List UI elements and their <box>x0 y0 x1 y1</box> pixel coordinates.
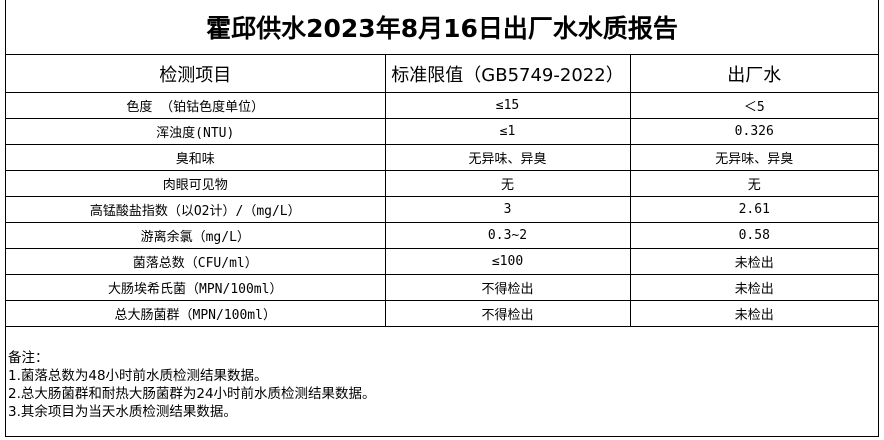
cell-standard-limit: 无异味、异臭 <box>384 144 631 171</box>
table-row: 臭和味 无异味、异臭 无异味、异臭 <box>6 144 878 171</box>
notes-label: 备注： <box>8 350 49 366</box>
cell-standard-limit: ≤15 <box>384 92 631 119</box>
note-item: 3.其余项目为当天水质检测结果数据。 <box>8 404 237 420</box>
cell-item: 高锰酸盐指数（以O2计）/（mg/L） <box>6 196 386 223</box>
cell-item: 菌落总数（CFU/ml） <box>6 248 386 275</box>
table-row: 大肠埃希氏菌（MPN/100ml） 不得检出 未检出 <box>6 274 878 301</box>
cell-standard-limit: 不得检出 <box>384 300 631 327</box>
cell-standard-limit: ≤100 <box>384 248 631 275</box>
table-row: 高锰酸盐指数（以O2计）/（mg/L） 3 2.61 <box>6 196 878 223</box>
cell-factory-water: 无异味、异臭 <box>629 144 878 171</box>
cell-factory-water: 2.61 <box>629 196 878 223</box>
header-standard-limit: 标准限值（GB5749-2022） <box>384 55 631 93</box>
header-factory-water: 出厂水 <box>629 55 878 93</box>
note-item: 2.总大肠菌群和耐热大肠菌群为24小时前水质检测结果数据。 <box>8 386 376 402</box>
cell-factory-water: 0.58 <box>629 222 878 249</box>
cell-item: 肉眼可见物 <box>6 170 386 197</box>
cell-standard-limit: ≤1 <box>384 118 631 145</box>
notes-section: 备注： 1.菌落总数为48小时前水质检测结果数据。 2.总大肠菌群和耐热大肠菌群… <box>6 327 878 421</box>
table-row: 菌落总数（CFU/ml） ≤100 未检出 <box>6 248 878 275</box>
cell-item: 大肠埃希氏菌（MPN/100ml） <box>6 274 386 301</box>
report-sheet: 霍邱供水2023年8月16日出厂水水质报告 检测项目 标准限值（GB5749-2… <box>5 0 879 437</box>
cell-standard-limit: 3 <box>384 196 631 223</box>
cell-item: 浑浊度(NTU) <box>6 118 386 145</box>
table-row: 游离余氯（mg/L） 0.3~2 0.58 <box>6 222 878 249</box>
cell-item: 总大肠菌群（MPN/100ml） <box>6 300 386 327</box>
cell-factory-water: ＜5 <box>629 92 878 119</box>
cell-standard-limit: 不得检出 <box>384 274 631 301</box>
cell-factory-water: 未检出 <box>629 300 878 327</box>
table-row: 色度 （铂钴色度单位） ≤15 ＜5 <box>6 92 878 119</box>
cell-item: 色度 （铂钴色度单位） <box>6 92 386 119</box>
cell-standard-limit: 无 <box>384 170 631 197</box>
report-title: 霍邱供水2023年8月16日出厂水水质报告 <box>6 0 878 55</box>
table-row: 浑浊度(NTU) ≤1 0.326 <box>6 118 878 145</box>
cell-item: 臭和味 <box>6 144 386 171</box>
header-item: 检测项目 <box>6 55 386 93</box>
note-item: 1.菌落总数为48小时前水质检测结果数据。 <box>8 368 268 384</box>
table-header-row: 检测项目 标准限值（GB5749-2022） 出厂水 <box>6 55 878 93</box>
cell-factory-water: 无 <box>629 170 878 197</box>
cell-item: 游离余氯（mg/L） <box>6 222 386 249</box>
table-row: 总大肠菌群（MPN/100ml） 不得检出 未检出 <box>6 300 878 327</box>
cell-factory-water: 0.326 <box>629 118 878 145</box>
table-row: 肉眼可见物无无 <box>6 170 878 197</box>
cell-factory-water: 未检出 <box>629 248 878 275</box>
water-quality-table: 检测项目 标准限值（GB5749-2022） 出厂水 色度 （铂钴色度单位） ≤1… <box>6 55 878 327</box>
cell-standard-limit: 0.3~2 <box>384 222 631 249</box>
cell-factory-water: 未检出 <box>629 274 878 301</box>
